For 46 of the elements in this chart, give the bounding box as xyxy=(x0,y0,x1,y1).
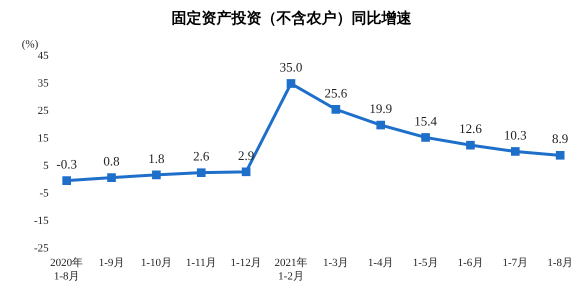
x-tick-label: 1-3月 xyxy=(323,257,349,270)
y-axis-title: (%) xyxy=(22,38,39,50)
y-tick-label: 5 xyxy=(43,160,50,172)
point xyxy=(152,170,161,180)
point xyxy=(242,168,250,176)
data-label: 8.9 xyxy=(552,131,568,146)
y-tick-label: 15 xyxy=(38,132,50,144)
x-tick-label: 1-5月 xyxy=(412,257,438,270)
point xyxy=(421,133,430,142)
data-label: 0.8 xyxy=(103,154,120,169)
point xyxy=(286,79,296,88)
chart-title: 固定资产投资（不含农户）同比增速 xyxy=(172,8,412,27)
y-tick-label: -25 xyxy=(34,242,50,254)
point xyxy=(466,140,475,150)
data-label: 35.0 xyxy=(280,59,302,74)
x-tick-label: 1-9月 xyxy=(98,257,124,270)
x-tick-label: 2021年 1-2月 xyxy=(274,257,308,282)
point xyxy=(510,147,520,156)
x-tick-label: 1-8月 xyxy=(547,257,574,270)
data-label: 2.9 xyxy=(238,148,254,163)
data-label: 10.3 xyxy=(504,127,527,142)
x-tick-label: 1-7月 xyxy=(502,257,528,270)
x-tick-label: 2020年 1-8月 xyxy=(50,257,84,282)
x-tick-label: 1-4月 xyxy=(368,257,394,270)
y-tick-label: -15 xyxy=(34,214,50,227)
y-tick-label: 45 xyxy=(38,50,50,62)
data-label: 19.9 xyxy=(369,100,392,116)
point xyxy=(107,173,116,182)
y-tick-label: 25 xyxy=(38,104,50,117)
point xyxy=(196,168,206,177)
y-tick-label: 35 xyxy=(38,77,50,90)
point xyxy=(556,151,564,160)
y-tick-label: -5 xyxy=(39,187,50,200)
data-label: 2.6 xyxy=(193,148,210,164)
x-tick-label: 1-10月 xyxy=(140,257,172,270)
data-label: 1.8 xyxy=(148,150,165,166)
data-label: 12.6 xyxy=(459,121,482,136)
data-label: -0.3 xyxy=(56,156,77,172)
data-label: 25.6 xyxy=(324,85,348,100)
x-tick-label: 1-6月 xyxy=(458,257,484,270)
point xyxy=(62,176,71,185)
data-label: 15.4 xyxy=(414,113,438,128)
point xyxy=(376,120,386,130)
x-tick-label: 1-12月 xyxy=(230,257,262,270)
x-tick-label: 1-11月 xyxy=(186,257,217,270)
point xyxy=(332,105,340,114)
